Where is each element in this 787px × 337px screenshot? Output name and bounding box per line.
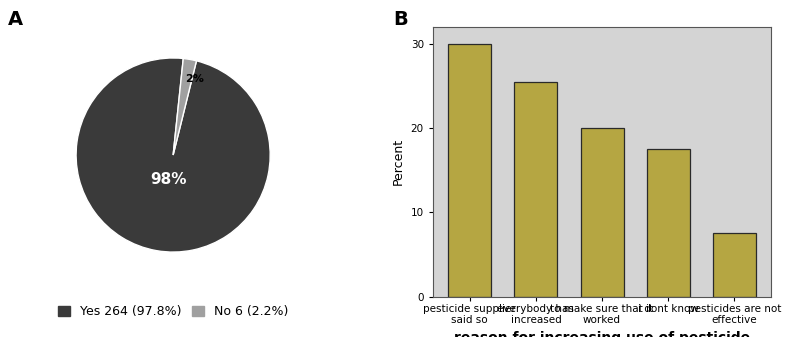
Text: 2%: 2% — [185, 74, 204, 84]
Bar — [515, 82, 557, 297]
Text: 98%: 98% — [150, 172, 187, 187]
Wedge shape — [76, 58, 270, 252]
Bar — [449, 44, 491, 297]
Text: A: A — [8, 10, 23, 29]
Bar — [581, 128, 623, 297]
Legend: Yes 264 (97.8%), No 6 (2.2%): Yes 264 (97.8%), No 6 (2.2%) — [53, 301, 294, 324]
Wedge shape — [173, 59, 197, 155]
Y-axis label: Percent: Percent — [392, 138, 405, 185]
X-axis label: reason for increasing use of pesticide: reason for increasing use of pesticide — [454, 331, 750, 337]
Text: B: B — [394, 10, 408, 29]
Bar — [647, 149, 689, 297]
Bar — [713, 233, 756, 297]
